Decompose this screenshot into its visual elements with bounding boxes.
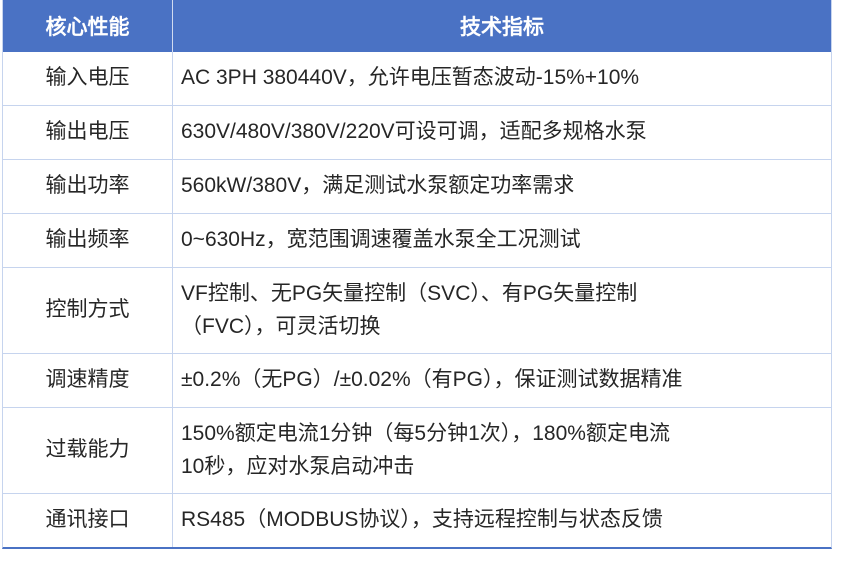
spec-value-output-frequency: 0~630Hz，宽范围调速覆盖水泵全工况测试 [181, 228, 581, 252]
table-row: 过载能力 150%额定电流1分钟（每5分钟1次），180%额定电流 10秒，应对… [3, 408, 831, 495]
spec-value-output-voltage: 630V/480V/380V/220V可设可调，适配多规格水泵 [181, 120, 647, 144]
spec-label-comm-interface: 通讯接口 [3, 494, 173, 548]
spec-value-speed-accuracy: ±0.2%（无PG）/±0.02%（有PG），保证测试数据精准 [181, 368, 683, 392]
header-core-performance: 核心性能 [3, 0, 173, 52]
table-row: 输出频率 0~630Hz，宽范围调速覆盖水泵全工况测试 [3, 214, 831, 268]
table-row: 输出功率 560kW/380V，满足测试水泵额定功率需求 [3, 160, 831, 214]
spec-label-speed-accuracy: 调速精度 [3, 354, 173, 408]
spec-label-output-frequency: 输出频率 [3, 214, 173, 267]
spec-label-output-power: 输出功率 [3, 160, 173, 213]
table-row: 输出电压 630V/480V/380V/220V可设可调，适配多规格水泵 [3, 106, 831, 160]
table-header-row: 核心性能 技术指标 [3, 0, 831, 52]
spec-value-control-mode: VF控制、无PG矢量控制（SVC）、有PG矢量控制 （FVC），可灵活切换 [181, 282, 638, 338]
table-row: 控制方式 VF控制、无PG矢量控制（SVC）、有PG矢量控制 （FVC），可灵活… [3, 268, 831, 355]
header-technical-specs: 技术指标 [460, 16, 544, 39]
spec-value-overload-capacity: 150%额定电流1分钟（每5分钟1次），180%额定电流 10秒，应对水泵启动冲… [181, 422, 670, 478]
spec-label-input-voltage: 输入电压 [3, 52, 173, 105]
spec-label-output-voltage: 输出电压 [3, 106, 173, 159]
table-row: 输入电压 AC 3PH 380440V，允许电压暂态波动-15%+10% [3, 52, 831, 106]
table-row: 调速精度 ±0.2%（无PG）/±0.02%（有PG），保证测试数据精准 [3, 354, 831, 409]
spec-label-control-mode: 控制方式 [3, 268, 173, 354]
spec-value-comm-interface: RS485（MODBUS协议），支持远程控制与状态反馈 [181, 508, 663, 532]
spec-value-output-power: 560kW/380V，满足测试水泵额定功率需求 [181, 174, 575, 198]
spec-table: 核心性能 技术指标 输入电压 AC 3PH 380440V，允许电压暂态波动-1… [2, 0, 832, 550]
spec-label-overload-capacity: 过载能力 [3, 408, 173, 494]
spec-value-input-voltage: AC 3PH 380440V，允许电压暂态波动-15%+10% [181, 66, 640, 90]
table-row: 通讯接口 RS485（MODBUS协议），支持远程控制与状态反馈 [3, 494, 831, 548]
